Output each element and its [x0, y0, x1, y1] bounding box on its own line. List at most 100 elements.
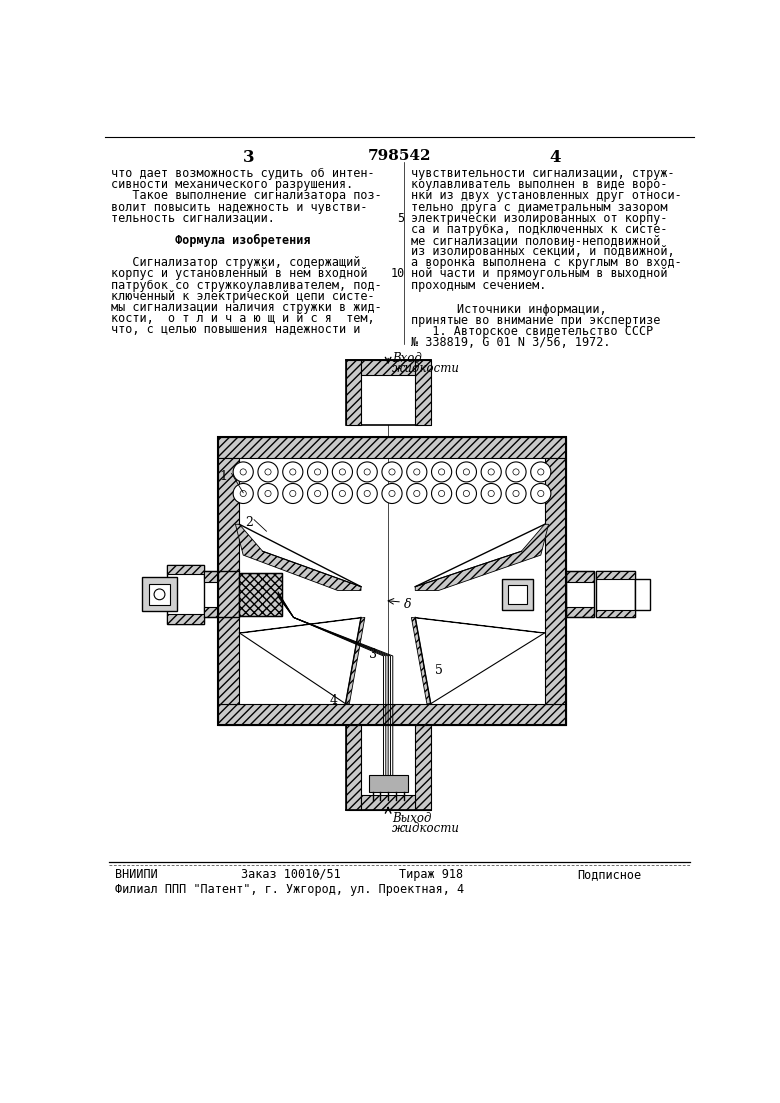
Bar — [369, 775, 407, 792]
Circle shape — [282, 483, 303, 503]
Text: Филиал ППП "Патент", г. Ужгород, ул. Проектная, 4: Филиал ППП "Патент", г. Ужгород, ул. Про… — [115, 884, 463, 896]
Circle shape — [339, 491, 346, 496]
Text: тельность сигнализации.: тельность сигнализации. — [112, 212, 275, 225]
Text: Тираж 918: Тираж 918 — [399, 868, 463, 880]
Text: что дает возможность судить об интен-: что дает возможность судить об интен- — [112, 167, 375, 180]
Circle shape — [530, 483, 551, 503]
Circle shape — [265, 491, 271, 496]
Circle shape — [488, 491, 495, 496]
Bar — [239, 572, 282, 615]
Circle shape — [364, 469, 370, 475]
Circle shape — [258, 483, 278, 503]
Text: тельно друга с диаметральным зазором: тельно друга с диаметральным зазором — [411, 201, 668, 214]
Polygon shape — [411, 618, 544, 704]
Text: 1: 1 — [219, 470, 227, 483]
Text: δ: δ — [403, 598, 411, 611]
Bar — [509, 585, 526, 603]
Text: ме сигнализации половин-неподвижной: ме сигнализации половин-неподвижной — [411, 234, 661, 247]
Text: № 338819, G 01 N 3/56, 1972.: № 338819, G 01 N 3/56, 1972. — [411, 336, 611, 349]
Text: коулавливатель выполнен в виде воро-: коулавливатель выполнен в виде воро- — [411, 179, 668, 191]
Bar — [544, 458, 566, 704]
Circle shape — [382, 483, 402, 503]
Text: 2: 2 — [245, 516, 253, 528]
Circle shape — [463, 469, 470, 475]
Circle shape — [413, 491, 420, 496]
Text: 4: 4 — [330, 695, 338, 707]
Circle shape — [307, 462, 328, 482]
Circle shape — [413, 469, 420, 475]
Text: ВНИИПИ: ВНИИПИ — [115, 868, 158, 880]
Circle shape — [513, 491, 519, 496]
Bar — [143, 577, 176, 611]
Text: Формула изобретения: Формула изобретения — [112, 234, 311, 247]
Text: Источники информации,: Источники информации, — [456, 302, 606, 315]
Text: Подписное: Подписное — [577, 868, 641, 880]
Bar — [596, 610, 635, 618]
Text: принятые во внимание при экспертизе: принятые во внимание при экспертизе — [411, 313, 661, 326]
Text: Выход: Выход — [392, 812, 431, 825]
Circle shape — [233, 462, 254, 482]
Circle shape — [382, 462, 402, 482]
Text: 4: 4 — [549, 149, 561, 167]
Text: жидкости: жидкости — [392, 822, 460, 835]
Circle shape — [332, 483, 353, 503]
Circle shape — [258, 462, 278, 482]
Text: ключенный к электрической цепи систе-: ключенный к электрической цепи систе- — [112, 290, 375, 303]
Circle shape — [240, 469, 246, 475]
Text: 798542: 798542 — [368, 149, 431, 163]
Circle shape — [506, 483, 526, 503]
Circle shape — [513, 469, 519, 475]
Circle shape — [364, 491, 370, 496]
Circle shape — [314, 469, 321, 475]
Circle shape — [339, 469, 346, 475]
Circle shape — [537, 491, 544, 496]
Circle shape — [332, 462, 353, 482]
Text: патрубок со стружкоулавливателем, под-: патрубок со стружкоулавливателем, под- — [112, 279, 382, 291]
Bar — [502, 579, 533, 610]
Circle shape — [431, 462, 452, 482]
Bar — [167, 565, 204, 623]
Bar — [218, 437, 566, 726]
Bar — [415, 360, 431, 425]
Text: жидкости: жидкости — [392, 362, 460, 375]
Text: нки из двух установленных друг относи-: нки из двух установленных друг относи- — [411, 190, 682, 202]
Circle shape — [438, 469, 445, 475]
Circle shape — [265, 469, 271, 475]
Text: волит повысить надежность и чувстви-: волит повысить надежность и чувстви- — [112, 201, 368, 214]
Text: чувствительности сигнализации, струж-: чувствительности сигнализации, струж- — [411, 167, 675, 180]
Circle shape — [537, 469, 544, 475]
Text: из изолированных секций, и подвижной,: из изолированных секций, и подвижной, — [411, 245, 675, 258]
Circle shape — [240, 491, 246, 496]
Circle shape — [481, 483, 502, 503]
Text: мы сигнализации наличия стружки в жид-: мы сигнализации наличия стружки в жид- — [112, 301, 382, 314]
Bar — [167, 565, 204, 575]
Circle shape — [438, 491, 445, 496]
Bar — [218, 437, 566, 458]
Text: са и патрубка, подключенных к систе-: са и патрубка, подключенных к систе- — [411, 223, 668, 236]
Circle shape — [233, 483, 254, 503]
Circle shape — [154, 589, 165, 600]
Bar — [566, 607, 594, 618]
Circle shape — [506, 462, 526, 482]
Bar — [218, 458, 239, 704]
Bar — [361, 794, 415, 810]
Text: корпус и установленный в нем входной: корпус и установленный в нем входной — [112, 268, 368, 280]
Bar — [204, 607, 218, 618]
Text: ной части и прямоугольным в выходной: ной части и прямоугольным в выходной — [411, 268, 668, 280]
Circle shape — [456, 462, 477, 482]
Circle shape — [289, 469, 296, 475]
Bar — [346, 726, 431, 810]
Circle shape — [406, 483, 427, 503]
Circle shape — [456, 483, 477, 503]
Circle shape — [488, 469, 495, 475]
Polygon shape — [239, 618, 365, 704]
Bar — [415, 726, 431, 810]
Circle shape — [463, 491, 470, 496]
Text: Заказ 10010/51: Заказ 10010/51 — [241, 868, 341, 880]
Text: электрически изолированных от корпу-: электрически изолированных от корпу- — [411, 212, 668, 225]
Circle shape — [307, 483, 328, 503]
Text: сивности механического разрушения.: сивности механического разрушения. — [112, 179, 353, 191]
Bar — [346, 360, 431, 425]
Text: проходным сечением.: проходным сечением. — [411, 279, 547, 291]
Bar — [239, 572, 282, 615]
